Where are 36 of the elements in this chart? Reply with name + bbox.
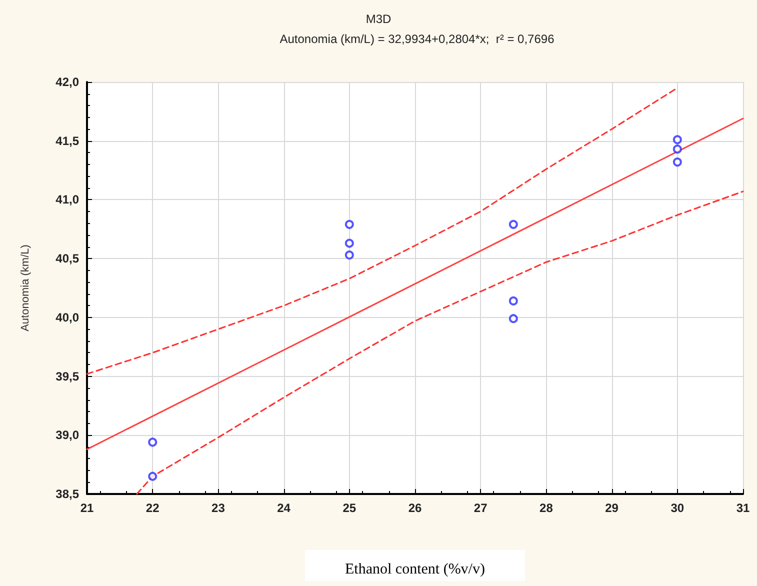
y-tick-label: 39,5 bbox=[56, 369, 80, 384]
point bbox=[672, 158, 682, 167]
line-series bbox=[136, 190, 744, 495]
y-tick-label: 40,5 bbox=[56, 252, 80, 266]
y-tick-label: 40,0 bbox=[56, 310, 80, 324]
x-tick-label: 24 bbox=[277, 501, 291, 515]
point bbox=[344, 238, 354, 248]
point bbox=[508, 314, 518, 324]
point bbox=[672, 135, 682, 144]
x-tick-label: 21 bbox=[80, 501, 94, 515]
point bbox=[672, 144, 682, 154]
x-tick-label: 23 bbox=[212, 501, 226, 515]
x-axis-title: Ethanol content (%v/v) bbox=[345, 562, 485, 578]
x-tick-label: 30 bbox=[670, 501, 684, 515]
y-tick-label: 38,5 bbox=[56, 487, 80, 501]
point bbox=[344, 250, 354, 260]
chart-title: M3D bbox=[366, 12, 392, 26]
y-tick-label: 41,5 bbox=[56, 134, 80, 148]
y-axis-title: Autonomia (km/L) bbox=[20, 244, 32, 332]
y-tick-label: 41,0 bbox=[56, 192, 80, 207]
point bbox=[148, 438, 158, 447]
x-tick-label: 22 bbox=[146, 501, 160, 515]
line-series bbox=[86, 87, 678, 375]
chart-subtitle: Autonomia (km/L) = 32,9934+0,2804*x; r² = 0,7696 bbox=[280, 32, 555, 46]
x-tick-label: 31 bbox=[736, 501, 750, 515]
x-tick-label: 26 bbox=[408, 501, 422, 515]
x-tick-label: 29 bbox=[605, 501, 619, 515]
point bbox=[344, 220, 354, 229]
point bbox=[148, 472, 158, 481]
x-tick-label: 27 bbox=[474, 501, 488, 515]
y-tick-label: 42,0 bbox=[56, 75, 80, 89]
x-tick-label: 25 bbox=[342, 501, 356, 515]
x-tick-label: 28 bbox=[540, 501, 554, 515]
y-tick-label: 39,0 bbox=[56, 428, 80, 442]
point bbox=[508, 296, 518, 306]
point bbox=[508, 220, 518, 229]
